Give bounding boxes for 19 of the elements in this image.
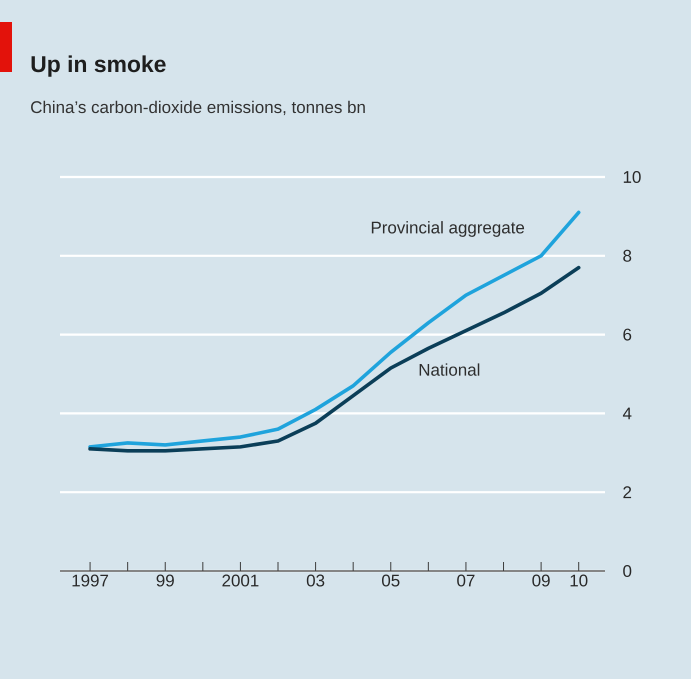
chart-subtitle: China’s carbon-dioxide emissions, tonnes bn (31, 100, 365, 116)
x-tick-label: 07 (457, 574, 474, 587)
y-tick-label: 2 (623, 486, 632, 498)
x-tick-label: 10 (570, 574, 588, 587)
x-tick-label: 05 (382, 574, 400, 587)
series-label: National (420, 363, 480, 376)
line-series (88, 266, 580, 453)
series-label: Provincial aggregate (372, 221, 524, 237)
y-tick-label: 0 (623, 565, 632, 577)
x-tick-label: 2001 (222, 574, 258, 587)
x-tick-label: 1997 (72, 574, 108, 587)
x-tick-label: 99 (156, 574, 174, 587)
x-tick-label: 09 (532, 574, 550, 587)
chart-title: Up in smoke (32, 55, 166, 77)
x-tick-label: 03 (306, 574, 324, 587)
y-tick-label: 8 (623, 250, 632, 262)
y-tick-label: 6 (623, 328, 632, 341)
y-tick-label: 4 (622, 408, 632, 420)
y-tick-label: 10 (624, 170, 641, 183)
